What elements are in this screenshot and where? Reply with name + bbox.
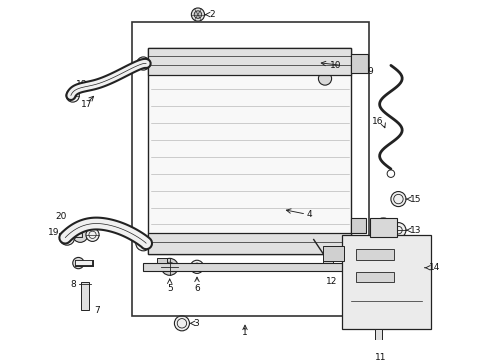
Circle shape [273,237,287,250]
Bar [356,249,394,260]
Circle shape [137,57,150,70]
Bar [351,218,367,233]
Bar [323,246,344,261]
Circle shape [247,53,264,70]
Circle shape [73,257,84,269]
Circle shape [86,228,99,242]
Circle shape [318,72,332,85]
Text: 13: 13 [410,226,421,235]
Circle shape [251,57,260,66]
Text: 15: 15 [410,194,421,203]
Bar [148,49,351,254]
Text: 1: 1 [242,328,248,337]
Circle shape [192,8,204,21]
Bar [81,282,89,310]
Circle shape [136,236,151,251]
Circle shape [174,237,188,250]
Text: 9: 9 [368,67,373,76]
Text: 8: 8 [71,280,76,289]
Circle shape [172,57,181,66]
Bar [148,49,351,75]
Circle shape [60,230,74,245]
Circle shape [352,56,368,71]
Bar [144,263,356,271]
Text: 11: 11 [375,353,387,360]
Bar [375,329,382,342]
Circle shape [220,53,238,70]
Circle shape [73,227,88,242]
Bar [356,273,394,282]
Text: 2: 2 [209,10,215,19]
Bar [148,233,351,254]
Circle shape [191,260,203,273]
Circle shape [174,316,190,331]
Text: 7: 7 [95,306,100,315]
Circle shape [66,89,79,102]
Bar [342,235,431,329]
Text: 14: 14 [429,263,440,272]
Text: 12: 12 [326,278,337,287]
Bar [132,22,369,316]
Bar [157,258,167,263]
Circle shape [391,192,406,207]
Text: 6: 6 [194,284,200,293]
Circle shape [207,237,220,250]
Text: 16: 16 [372,117,383,126]
Circle shape [198,57,207,66]
Bar [351,54,368,73]
Circle shape [194,11,202,18]
Circle shape [306,237,319,250]
Text: 17: 17 [81,100,93,109]
Text: 18: 18 [76,80,88,89]
Text: 10: 10 [330,61,342,70]
Circle shape [161,258,178,275]
Text: 5: 5 [167,284,172,293]
Circle shape [224,57,234,66]
Circle shape [318,55,333,70]
Text: 20: 20 [56,212,67,221]
Circle shape [374,218,393,237]
Text: 3: 3 [193,319,199,328]
Text: 19: 19 [48,229,60,238]
Bar [370,218,396,237]
Bar [416,235,422,301]
Text: 4: 4 [306,210,312,219]
Circle shape [240,237,253,250]
Circle shape [194,53,211,70]
Circle shape [391,222,406,238]
Bar [372,342,385,348]
Bar [323,258,333,263]
Circle shape [168,53,185,70]
